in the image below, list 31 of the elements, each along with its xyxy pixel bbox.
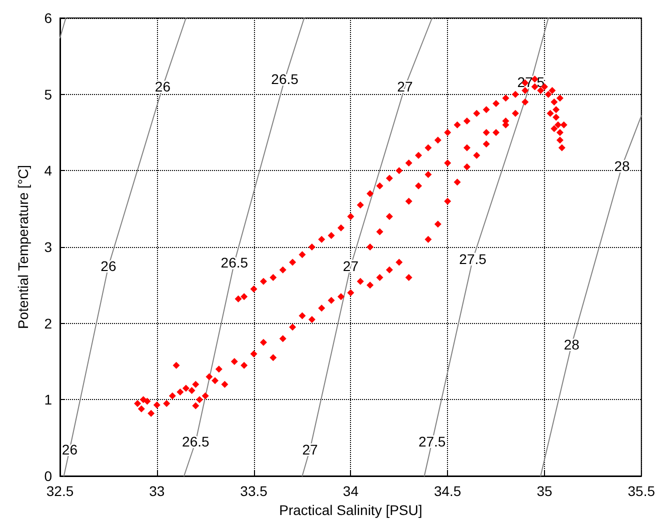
y-tick-label: 2 — [44, 315, 52, 332]
x-tick-label: 35 — [536, 483, 552, 499]
y-axis-title: Potential Temperature [°C] — [15, 164, 31, 330]
line-series — [184, 18, 305, 476]
x-tick-label: 34.5 — [434, 483, 462, 499]
x-tick-label: 33.5 — [240, 483, 268, 499]
series-label: 28 — [564, 336, 580, 353]
series-label: 27 — [397, 78, 413, 95]
line-series — [540, 115, 642, 476]
series-label: 27.5 — [418, 434, 446, 450]
y-tick-label: 4 — [44, 162, 52, 179]
series-label: 26.5 — [182, 434, 210, 450]
text: 26 — [154, 78, 170, 95]
text: 27 — [302, 441, 318, 458]
y-tick-label: 6 — [44, 10, 52, 26]
text: 27 — [342, 258, 358, 274]
y-tick-label: 3 — [44, 239, 52, 255]
text: 28 — [614, 158, 630, 174]
x-tick-label: 33 — [149, 483, 165, 499]
x-tick-label: 34 — [342, 483, 359, 499]
text: 27.5 — [459, 251, 486, 268]
series-label: 26 — [62, 441, 78, 458]
text: 26.5 — [271, 71, 298, 88]
y-tick-label: 5 — [44, 86, 52, 102]
text: 26.5 — [220, 254, 248, 270]
text: 26 — [100, 258, 116, 274]
x-tick-label: 35.5 — [628, 483, 656, 499]
y-tick-label: 1 — [44, 392, 52, 408]
x-tick-label: 32.5 — [46, 483, 74, 499]
y-tick-label: 0 — [44, 468, 52, 484]
x-axis-title: Practical Salinity [PSU] — [279, 502, 422, 518]
